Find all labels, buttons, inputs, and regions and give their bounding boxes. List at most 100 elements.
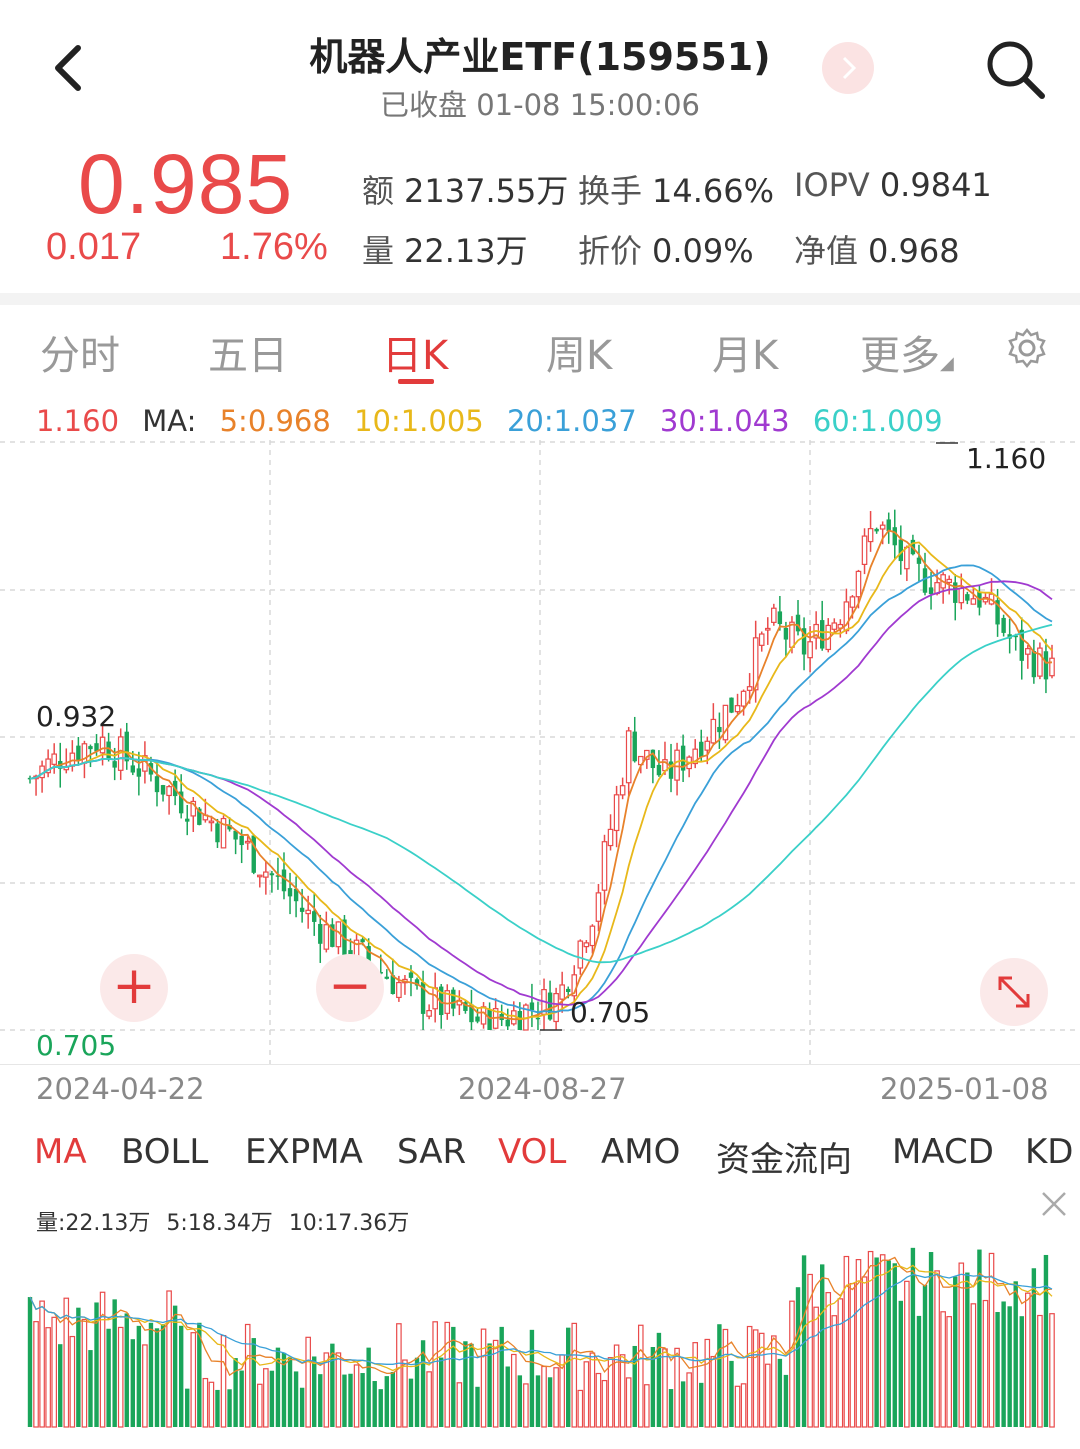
ind-amo[interactable]: AMO (601, 1132, 681, 1172)
ma10-value: 10:1.005 (354, 404, 484, 438)
candle-body (680, 745, 686, 771)
tab-daily-k[interactable]: 日K (382, 333, 449, 379)
candle-body (566, 988, 571, 992)
candle-body (613, 794, 620, 832)
volume-bar (977, 1249, 982, 1427)
volume-bar (402, 1359, 408, 1428)
candle-body (251, 835, 256, 873)
ind-boll[interactable]: BOLL (121, 1132, 209, 1172)
ind-kd[interactable]: KD (1025, 1132, 1074, 1172)
zoom-out-button[interactable]: − (316, 954, 384, 1022)
candle-body (740, 690, 747, 707)
candle-body (619, 785, 626, 796)
tab-intraday[interactable]: 分时 (40, 333, 120, 379)
volume-bar (414, 1357, 420, 1427)
volume-bar (160, 1324, 166, 1427)
volume-bar (178, 1325, 184, 1427)
volume-bar (305, 1336, 311, 1428)
ind-expma[interactable]: EXPMA (245, 1132, 363, 1172)
candle-body (233, 830, 238, 840)
volume-bar (734, 1385, 741, 1428)
volume-bar (995, 1312, 1000, 1427)
tab-weekly-k[interactable]: 周K (546, 333, 613, 379)
volume-bar (1019, 1316, 1024, 1427)
candle-body (692, 748, 699, 765)
volume-bar (692, 1342, 699, 1428)
ma20-value: 20:1.037 (506, 404, 637, 438)
next-stock-button[interactable] (822, 42, 874, 94)
candle-body (820, 620, 825, 649)
candle-body (1031, 651, 1037, 678)
volume-bar (154, 1328, 160, 1427)
ind-macd[interactable]: MACD (892, 1132, 994, 1172)
tab-more[interactable]: 更多◢ (860, 333, 954, 379)
candle-body (904, 546, 910, 570)
candle-body (227, 824, 232, 830)
ma-label: MA: (142, 404, 197, 438)
volume-bar (130, 1339, 136, 1427)
tab-five-day[interactable]: 五日 (208, 333, 288, 379)
close-icon[interactable] (1040, 1190, 1068, 1218)
ind-vol[interactable]: VOL (498, 1132, 567, 1172)
stat-nav: 净值 0.968 (794, 232, 960, 270)
volume-bar (874, 1257, 879, 1427)
candle-body (469, 1004, 474, 1023)
volume-bar (353, 1364, 360, 1428)
volume-bar (965, 1272, 970, 1427)
volume-bar (988, 1252, 995, 1428)
date-mid: 2024-08-27 (458, 1072, 627, 1106)
volume-bar (825, 1292, 832, 1428)
volume-bar (318, 1374, 323, 1427)
volume-bar (722, 1328, 729, 1428)
candle-body (293, 888, 299, 902)
ind-sar[interactable]: SAR (397, 1132, 467, 1172)
candle-body (256, 874, 263, 878)
fullscreen-button[interactable] (980, 958, 1048, 1026)
volume-bar (185, 1388, 190, 1427)
candle-body (801, 628, 807, 655)
back-arrow-icon[interactable] (40, 38, 100, 98)
candle-body (275, 875, 281, 877)
volume-bar (251, 1338, 256, 1427)
zoom-in-button[interactable]: + (100, 954, 168, 1022)
volume-bar (227, 1389, 232, 1427)
volume-bar (934, 1270, 940, 1428)
search-icon[interactable] (982, 36, 1048, 102)
volume-bar (940, 1311, 946, 1428)
tab-monthly-k[interactable]: 月K (712, 333, 779, 379)
chevron-right-icon (842, 56, 857, 80)
candle-body (330, 924, 335, 947)
volume-bar (535, 1375, 541, 1427)
volume-bar (637, 1324, 644, 1428)
high-label: 1.160 (966, 442, 1046, 475)
date-end: 2025-01-08 (880, 1072, 1049, 1106)
kline-chart[interactable]: 1.160 0.932 0.705 0.705 (0, 440, 1080, 1065)
candle-body (861, 535, 868, 565)
candle-body (444, 990, 451, 1014)
volume-bar (656, 1332, 662, 1427)
quote-panel: 0.985 0.017 1.76% 额 2137.55万 换手 14.66% IOP… (0, 130, 1080, 295)
volume-bar (729, 1360, 734, 1427)
candle-body (922, 568, 928, 593)
candle-body (439, 986, 444, 1016)
volume-bar (1001, 1301, 1006, 1427)
volume-bar (372, 1381, 377, 1427)
volume-bar (892, 1263, 897, 1427)
candles (27, 509, 1055, 1031)
candle-body (480, 1006, 487, 1025)
volume-bar (239, 1370, 244, 1427)
ind-fund-flow[interactable]: 资金流向 (716, 1140, 852, 1180)
volume-bar (63, 1297, 70, 1428)
volume-bar (510, 1353, 517, 1428)
volume-bar (710, 1355, 717, 1428)
ma-line (29, 623, 1053, 964)
candle-body (420, 982, 426, 1014)
gear-icon[interactable] (1006, 327, 1048, 369)
volume-bar (287, 1356, 293, 1427)
market-status: 已收盘 01-08 15:00:06 (380, 88, 700, 122)
volume-bar (807, 1273, 813, 1428)
volume-bar (758, 1332, 765, 1428)
ind-ma[interactable]: MA (34, 1132, 87, 1172)
header: 机器人产业ETF(159551) 已收盘 01-08 15:00:06 (0, 0, 1080, 130)
ma-line (29, 541, 1053, 1020)
